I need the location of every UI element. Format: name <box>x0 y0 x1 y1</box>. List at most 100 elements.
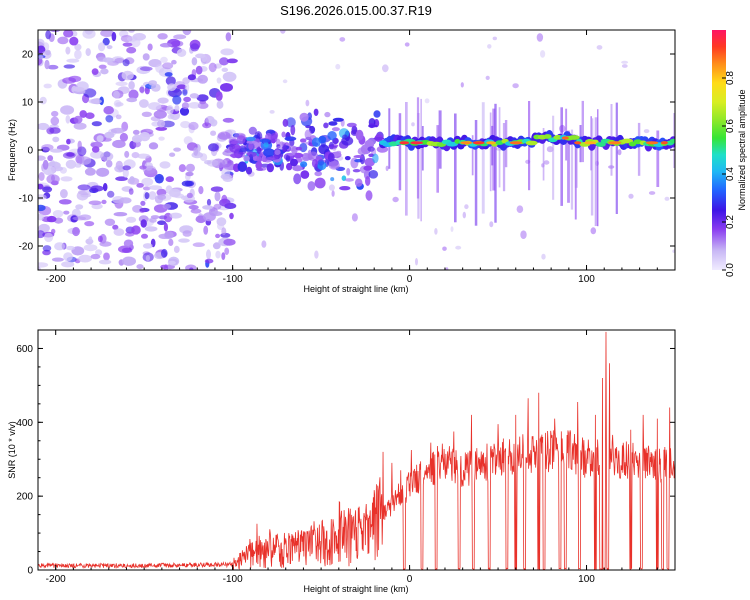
spectrogram-transition-cell <box>346 168 351 176</box>
spectrogram-noise-cell <box>45 30 52 40</box>
spectrogram-transition-cell <box>266 163 274 173</box>
spectrogram-noise-cell <box>112 224 119 230</box>
spectrogram-noise-cell <box>190 43 200 52</box>
signal-band-peak <box>584 141 596 145</box>
spectrogram-noise-cell <box>60 176 73 182</box>
spectrogram-noise-cell <box>212 242 221 250</box>
signal-band-peak <box>399 141 410 145</box>
spectrogram-streak <box>502 123 506 192</box>
spectrogram-noise-cell <box>153 110 167 119</box>
spectrogram-noise-cell <box>126 46 137 54</box>
spectrogram-noise-cell <box>103 106 114 115</box>
spectrogram-noise-cell <box>38 266 41 270</box>
spectrogram-noise-cell <box>44 59 50 70</box>
spectrogram-noise-cell <box>214 191 221 202</box>
spectrogram-transition-cell <box>339 186 351 191</box>
spectrogram-noise-cell <box>157 119 166 128</box>
spectrogram-streak <box>637 122 641 176</box>
spectrogram-noise-cell <box>328 184 335 191</box>
spectrogram-noise-cell <box>178 238 190 243</box>
spectrogram-noise-cell <box>173 245 180 253</box>
spectrogram-noise-cell <box>167 83 177 91</box>
spectrogram-noise-cell <box>185 171 194 177</box>
spectrogram-noise-cell <box>462 211 466 219</box>
spectrogram-noise-cell <box>516 205 524 213</box>
spectrogram-noise-cell <box>148 185 162 191</box>
spectrogram-noise-cell <box>102 183 108 192</box>
spectrogram-transition-cell <box>253 138 262 150</box>
spectrogram-noise-cell <box>210 186 224 192</box>
spectrogram-noise-cell <box>168 238 174 246</box>
spectrogram-transition-cell <box>336 150 342 155</box>
spectrogram-noise-cell <box>79 110 87 118</box>
spectrogram-streak <box>567 130 570 203</box>
spectrogram-noise-cell <box>151 83 161 92</box>
y-tick-label: 0 <box>27 566 33 577</box>
spectrogram-streak <box>474 120 478 226</box>
spectrogram-noise-cell <box>139 131 151 142</box>
signal-band-peak <box>660 141 668 145</box>
spectrogram-noise-cell <box>98 259 112 265</box>
spectrogram-noise-cell <box>176 84 187 90</box>
spectrogram-noise-cell <box>99 241 112 247</box>
spectrogram-noise-cell <box>126 216 137 223</box>
spectrogram-noise-cell <box>223 238 236 246</box>
spectrogram-noise-cell <box>648 191 656 195</box>
spectrogram-noise-cell <box>224 247 230 255</box>
spectrogram-noise-cell <box>84 221 95 227</box>
spectrogram-transition-cell <box>290 158 298 167</box>
spectrogram-transition-cell <box>245 136 256 142</box>
spectrogram-transition-cell <box>314 171 323 177</box>
spectrogram-noise-cell <box>222 71 237 82</box>
spectrogram-noise-cell <box>78 214 92 221</box>
spectrogram-streak <box>494 103 497 223</box>
figure-title: S196.2026.015.00.37.R19 <box>280 3 432 18</box>
spectrogram-noise-cell <box>643 129 650 134</box>
spectrogram-noise-cell <box>100 151 114 162</box>
spectrogram-noise-cell <box>460 82 464 88</box>
spectrogram-transition-cell <box>281 131 286 138</box>
spectrogram-noise-cell <box>44 232 54 243</box>
spectrogram-noise-cell <box>269 110 275 114</box>
spectrogram-noise-cell <box>144 192 150 200</box>
spectrogram-noise-cell <box>113 212 128 217</box>
spectrogram-noise-cell <box>100 30 114 37</box>
spectrogram-noise-cell <box>190 208 202 214</box>
spectrogram-transition-cell <box>354 178 363 187</box>
spectrogram-noise-cell <box>141 177 154 187</box>
spectrogram-transition-cell <box>332 117 344 122</box>
spectrogram-noise-cell <box>174 105 180 112</box>
spectrogram-transition-cell <box>311 137 321 147</box>
signal-band-peak <box>574 141 582 145</box>
spectrogram-streak <box>560 107 563 206</box>
spectrogram-transition-cell <box>300 161 308 168</box>
spectrogram-noise-cell <box>171 59 177 65</box>
spectrogram-noise-cell <box>157 97 169 104</box>
spectrogram-noise-cell <box>78 254 92 263</box>
spectrogram-noise-cell <box>155 126 168 131</box>
colorbar-tick-label: 0.8 <box>725 71 736 85</box>
spectrogram-noise-cell <box>38 204 46 212</box>
spectrogram-streak <box>552 115 555 200</box>
spectrogram-noise-cell <box>188 102 202 109</box>
spectrogram-noise-cell <box>122 59 130 67</box>
spectrogram-noise-cell <box>162 203 172 210</box>
spectrogram-noise-cell <box>101 137 112 142</box>
snr-y-ticks: 0 200 400 600 <box>16 329 675 577</box>
spectrogram-noise-cell <box>186 192 193 199</box>
spectrogram-transition-cell <box>237 161 248 172</box>
spectrogram-noise-cell <box>434 228 438 235</box>
spectrogram-noise-cell <box>47 155 54 162</box>
spectrogram-noise-cell <box>74 49 82 60</box>
spectrogram-noise-cell <box>50 165 64 172</box>
spectrogram-noise-cell <box>119 132 128 142</box>
spectrogram-noise-cell <box>74 43 82 51</box>
spectrogram-streak <box>581 100 584 163</box>
spectrogram-noise-cell <box>140 66 153 72</box>
spectrogram-noise-cell <box>65 159 77 169</box>
spectrogram-transition-cell <box>357 147 368 156</box>
spectrogram-noise-cell <box>213 203 222 210</box>
spectrogram-noise-cell <box>546 146 554 153</box>
spectrogram-noise-cell <box>220 48 234 56</box>
spectrogram-transition-cell <box>372 153 379 164</box>
